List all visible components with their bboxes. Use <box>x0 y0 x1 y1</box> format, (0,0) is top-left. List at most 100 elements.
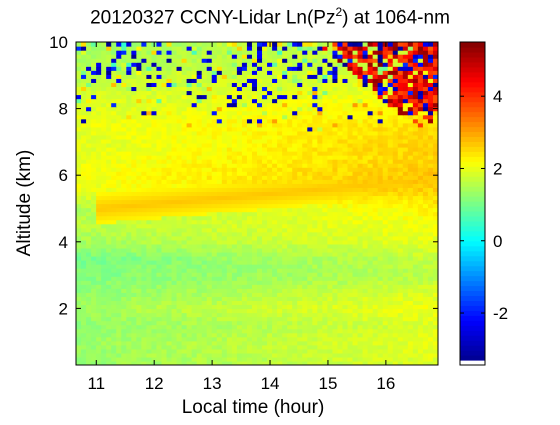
heatmap-cell <box>96 239 102 245</box>
heatmap-cell <box>272 98 278 104</box>
heatmap-cell <box>297 280 303 285</box>
heatmap-cell <box>312 159 318 164</box>
heatmap-cell <box>342 288 349 293</box>
heatmap-cell <box>246 316 253 322</box>
heatmap-cell <box>312 187 318 192</box>
heatmap-cell <box>332 251 339 257</box>
heatmap-cell <box>236 219 243 225</box>
heatmap-cell <box>141 195 147 201</box>
heatmap-cell <box>121 98 127 104</box>
heatmap-cell <box>221 292 228 297</box>
heatmap-cell <box>357 300 364 306</box>
heatmap-cell <box>337 312 344 318</box>
heatmap-cell <box>367 163 374 168</box>
heatmap-cell <box>402 336 409 342</box>
heatmap-cell <box>141 227 147 233</box>
heatmap-cell <box>427 179 434 184</box>
heatmap-cell <box>161 102 168 108</box>
heatmap-cell <box>241 207 248 213</box>
heatmap-cell <box>277 90 283 96</box>
heatmap-cell <box>292 90 298 96</box>
heatmap-cell <box>201 280 208 285</box>
heatmap-cell <box>402 360 409 365</box>
heatmap-cell <box>347 110 354 116</box>
heatmap-cell <box>91 251 97 257</box>
heatmap-cell <box>221 284 228 289</box>
heatmap-cell <box>402 203 409 209</box>
heatmap-cell <box>201 344 208 350</box>
heatmap-cell <box>146 114 153 120</box>
heatmap-cell <box>267 340 273 346</box>
heatmap-cell <box>186 239 193 245</box>
heatmap-cell <box>236 195 243 201</box>
heatmap-cell <box>171 118 178 124</box>
heatmap-cell <box>382 227 389 233</box>
heatmap-cell <box>402 98 409 104</box>
heatmap-cell <box>312 155 318 160</box>
heatmap-cell <box>352 340 359 346</box>
heatmap-cell <box>76 340 82 346</box>
heatmap-cell <box>161 134 168 140</box>
heatmap-cell <box>191 312 198 318</box>
heatmap-cell <box>337 328 344 334</box>
heatmap-cell <box>96 163 102 168</box>
heatmap-cell <box>412 223 419 229</box>
heatmap-cell <box>131 215 137 221</box>
heatmap-cell <box>417 203 424 209</box>
heatmap-cell <box>407 163 414 168</box>
heatmap-cell <box>397 171 404 176</box>
heatmap-cell <box>201 102 208 108</box>
heatmap-cell <box>272 159 278 164</box>
heatmap-cell <box>397 195 404 201</box>
heatmap-cell <box>387 268 394 273</box>
heatmap-cell <box>211 155 218 160</box>
heatmap-cell <box>216 159 223 164</box>
heatmap-cell <box>146 276 153 281</box>
heatmap-cell <box>201 328 208 334</box>
heatmap-cell <box>141 235 147 241</box>
heatmap-cell <box>176 340 183 346</box>
heatmap-cell <box>372 94 379 100</box>
heatmap-cell <box>357 167 364 172</box>
heatmap-cell <box>156 122 163 128</box>
heatmap-cell <box>211 122 218 128</box>
heatmap-cell <box>342 167 349 172</box>
heatmap-cell <box>347 255 354 261</box>
heatmap-cell <box>412 179 419 184</box>
heatmap-cell <box>287 272 293 277</box>
heatmap-cell <box>407 151 414 156</box>
heatmap-cell <box>136 114 142 120</box>
heatmap-cell <box>397 130 404 136</box>
heatmap-cell <box>282 260 288 265</box>
heatmap-cell <box>91 130 97 136</box>
heatmap-cell <box>116 167 122 172</box>
heatmap-cell <box>427 272 434 277</box>
heatmap-cell <box>116 211 122 217</box>
heatmap-cell <box>347 316 354 322</box>
heatmap-cell <box>106 94 112 100</box>
heatmap-cell <box>377 360 384 365</box>
heatmap-cell <box>317 203 323 209</box>
heatmap-cell <box>282 316 288 322</box>
heatmap-cell <box>231 203 238 209</box>
heatmap-cell <box>337 203 344 209</box>
heatmap-cell <box>176 90 183 96</box>
heatmap-cell <box>262 159 268 164</box>
heatmap-cell <box>307 280 313 285</box>
heatmap-cell <box>417 360 424 365</box>
heatmap-cell <box>136 260 142 265</box>
heatmap-cell <box>211 251 218 257</box>
heatmap-cell <box>246 251 253 257</box>
heatmap-cell <box>417 94 424 100</box>
heatmap-cell <box>412 114 419 120</box>
heatmap-cell <box>362 320 369 326</box>
heatmap-cell <box>156 86 163 92</box>
heatmap-cell <box>171 243 178 249</box>
heatmap-cell <box>91 134 97 140</box>
heatmap-cell <box>387 247 394 253</box>
heatmap-cell <box>322 219 328 225</box>
heatmap-cell <box>257 332 263 338</box>
heatmap-cell <box>101 142 107 148</box>
heatmap-cell <box>171 264 178 269</box>
heatmap-cell <box>231 106 238 112</box>
